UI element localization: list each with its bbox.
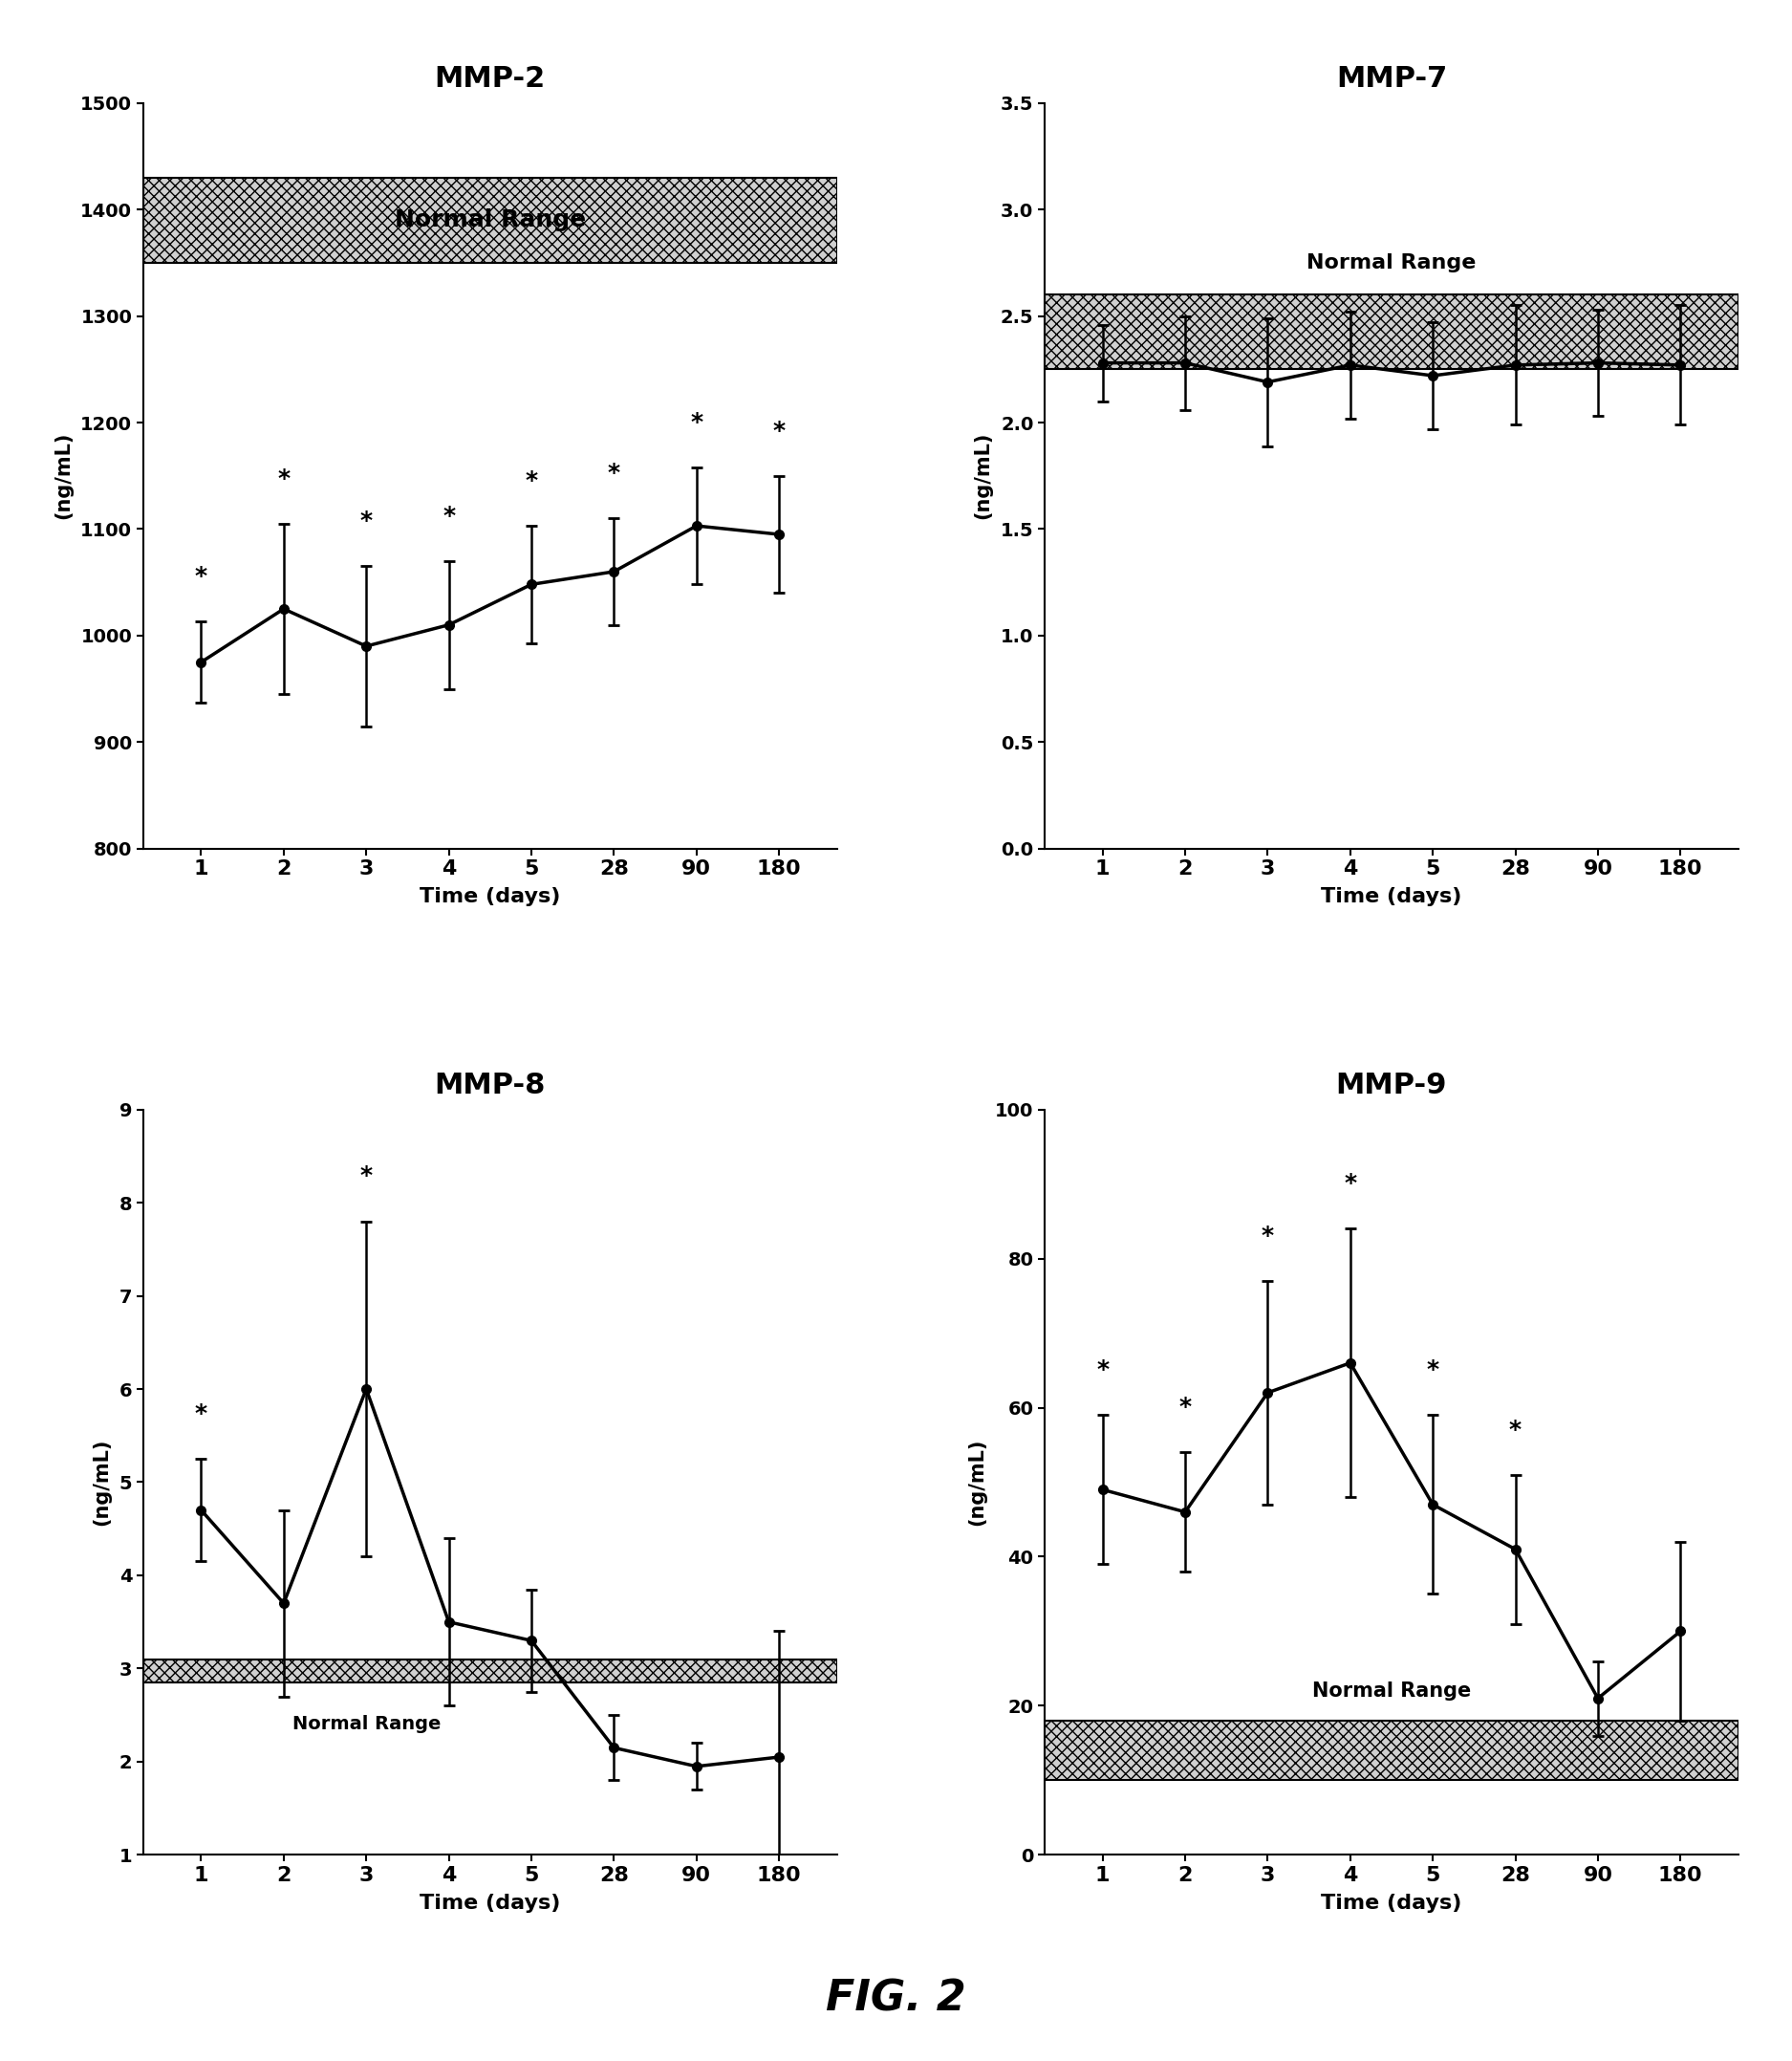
X-axis label: Time (days): Time (days) [1321, 886, 1462, 907]
Bar [143, 1659, 837, 1682]
Text: *: * [1426, 1358, 1439, 1381]
Title: MMP-9: MMP-9 [1335, 1072, 1448, 1099]
Text: Normal Range: Normal Range [1306, 254, 1477, 272]
Text: *: * [360, 1164, 373, 1187]
Text: Normal Range: Normal Range [394, 208, 586, 231]
Title: MMP-7: MMP-7 [1337, 66, 1448, 93]
Bar [1045, 295, 1738, 369]
Text: FIG. 2: FIG. 2 [826, 1979, 966, 2020]
Y-axis label: (ng/mL): (ng/mL) [91, 1439, 111, 1525]
Text: *: * [443, 505, 455, 528]
Text: *: * [1509, 1418, 1521, 1441]
Text: *: * [772, 418, 785, 443]
Title: MMP-2: MMP-2 [434, 66, 545, 93]
Text: *: * [607, 462, 620, 484]
Text: *: * [278, 468, 290, 491]
Text: *: * [1344, 1173, 1357, 1195]
Text: *: * [360, 509, 373, 532]
Text: Normal Range: Normal Range [1312, 1682, 1471, 1700]
Text: *: * [525, 470, 538, 493]
X-axis label: Time (days): Time (days) [1321, 1894, 1462, 1913]
Y-axis label: (ng/mL): (ng/mL) [54, 433, 72, 519]
Bar [1045, 1721, 1738, 1781]
Text: *: * [1179, 1395, 1192, 1418]
Text: *: * [1097, 1358, 1109, 1381]
Y-axis label: (ng/mL): (ng/mL) [973, 433, 993, 519]
Text: *: * [195, 1401, 208, 1426]
Title: MMP-8: MMP-8 [434, 1072, 547, 1099]
X-axis label: Time (days): Time (days) [419, 886, 561, 907]
Text: *: * [195, 565, 208, 587]
Text: *: * [1262, 1224, 1274, 1247]
Y-axis label: (ng/mL): (ng/mL) [968, 1439, 987, 1525]
Text: Normal Range: Normal Range [292, 1715, 441, 1733]
X-axis label: Time (days): Time (days) [419, 1894, 561, 1913]
Bar [143, 177, 837, 264]
Text: *: * [690, 410, 702, 433]
